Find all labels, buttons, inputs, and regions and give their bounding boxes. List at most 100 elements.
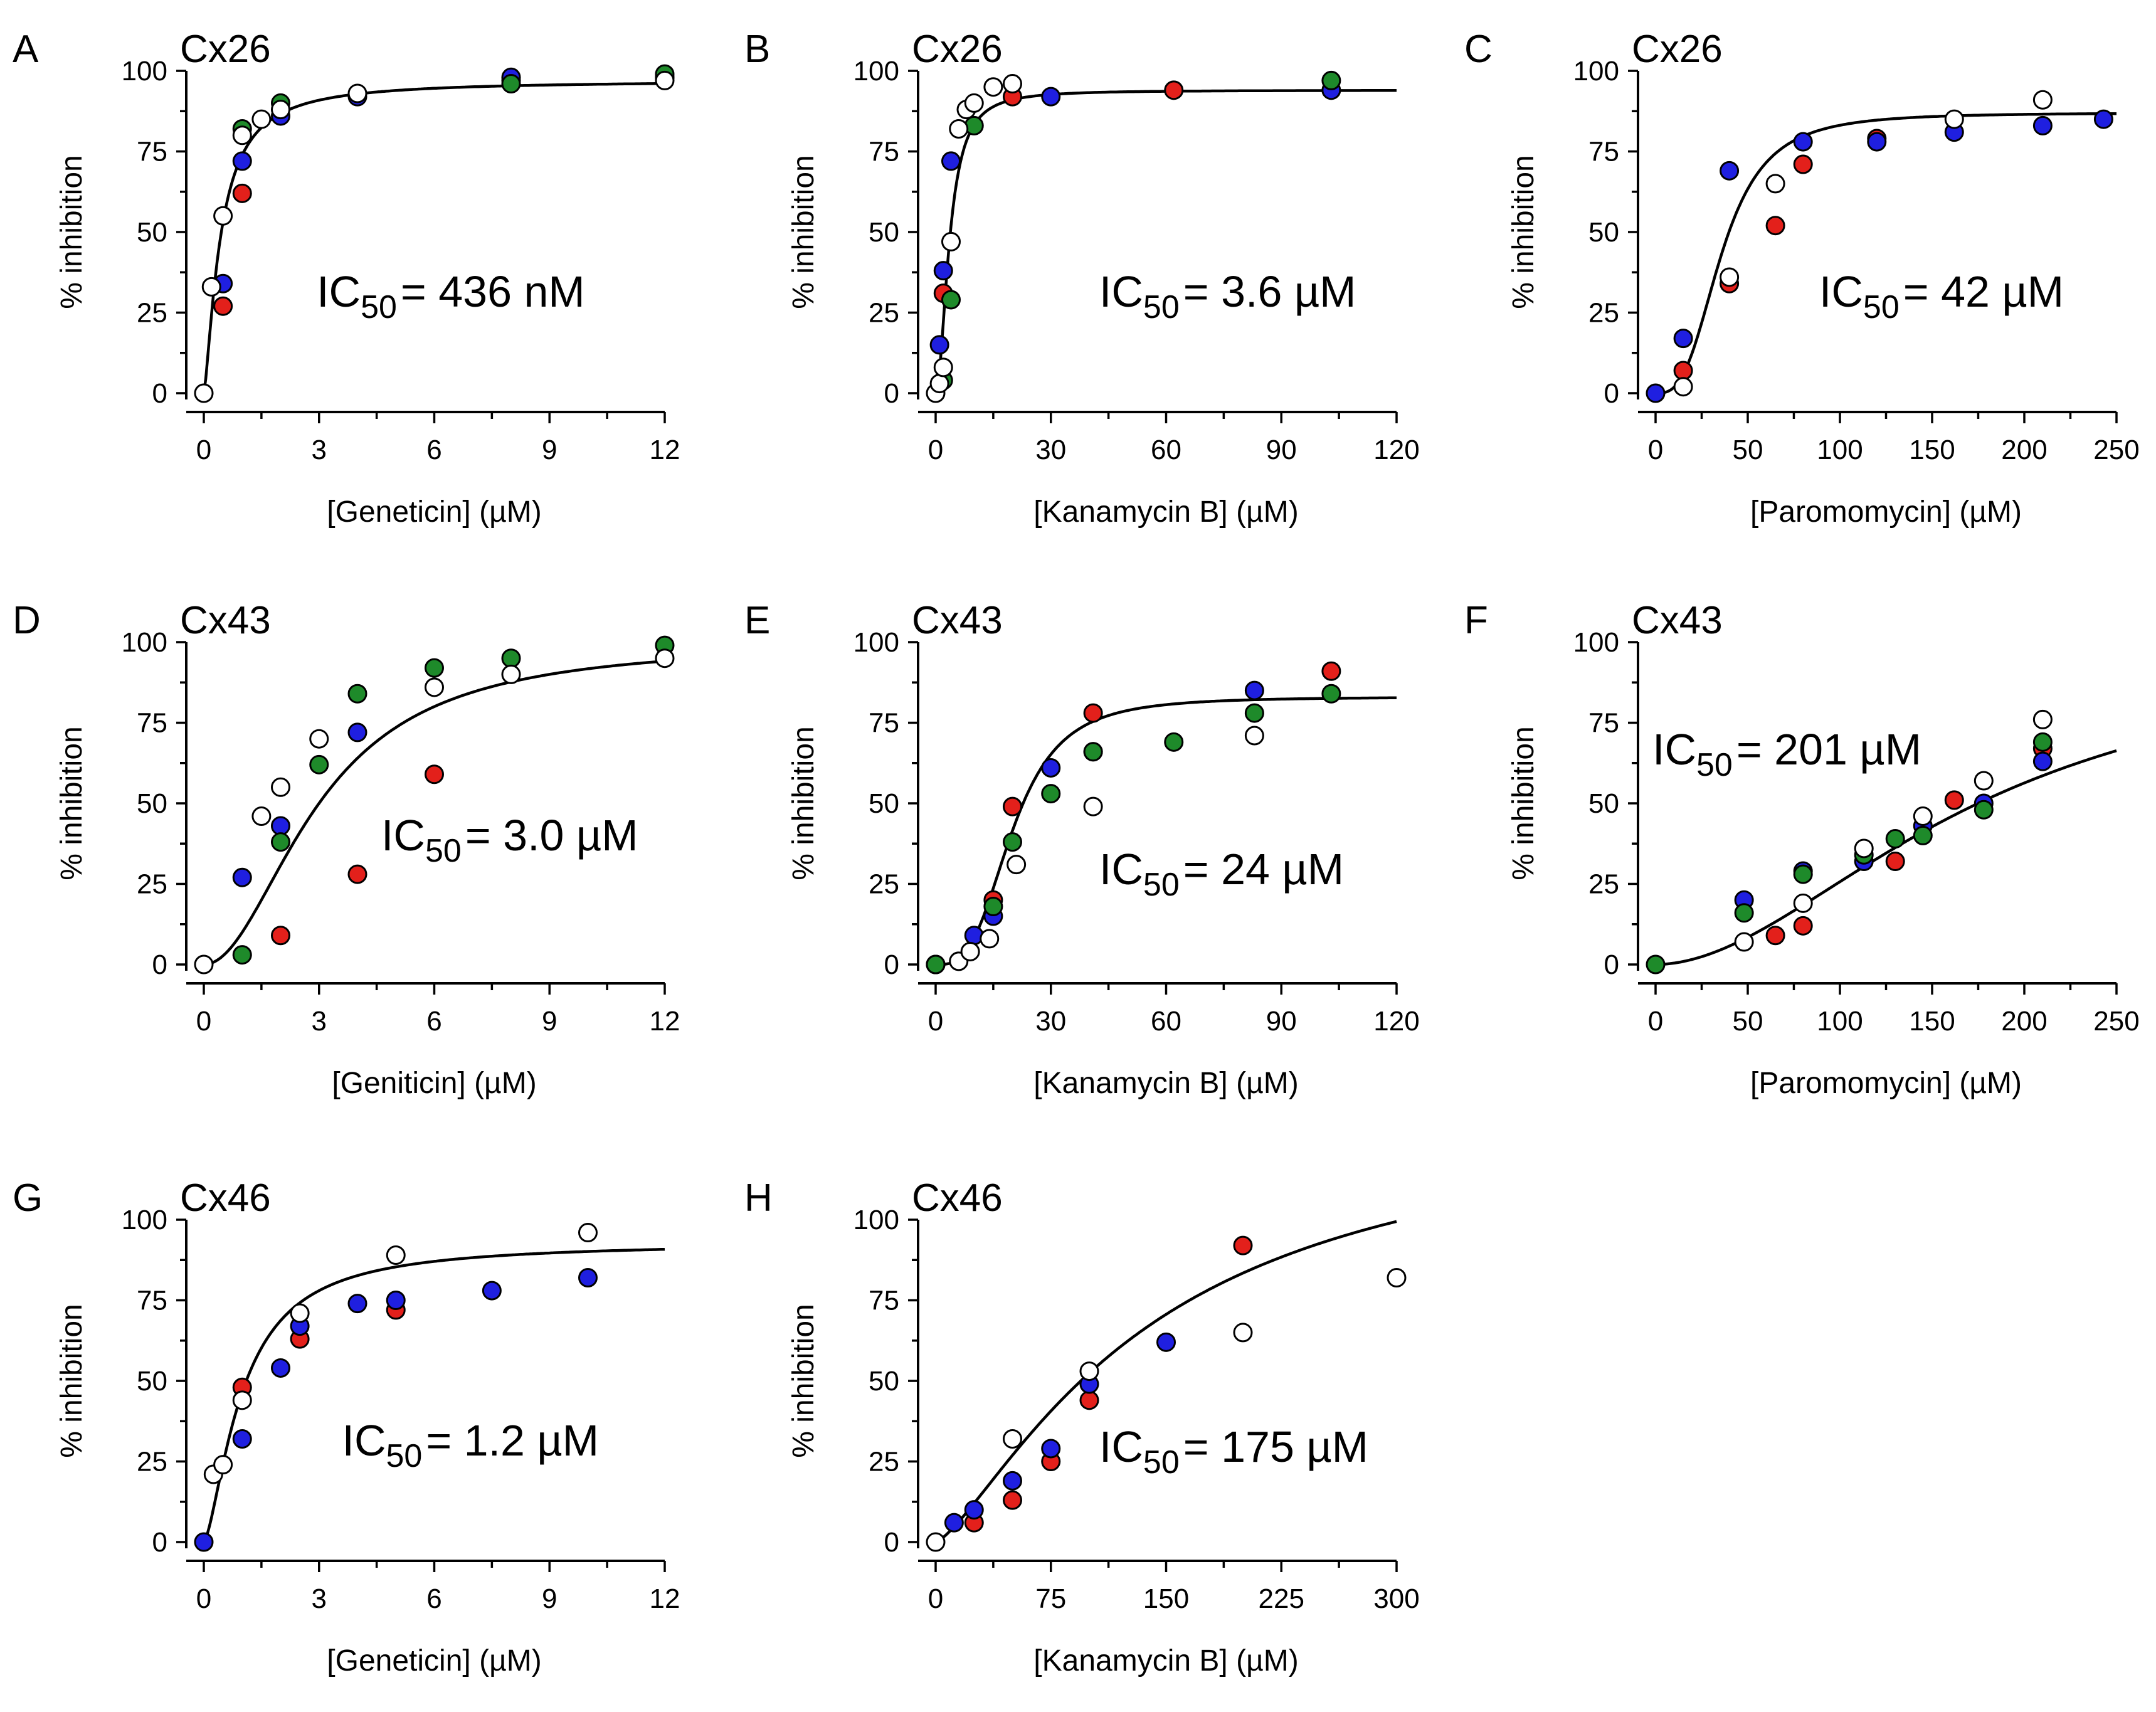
data-point-green — [1041, 784, 1061, 804]
y-tick-label: 50 — [1588, 788, 1619, 819]
data-point-white — [964, 93, 984, 113]
data-point-green — [271, 832, 290, 852]
ic50-prefix: IC — [1819, 267, 1863, 316]
panel-letter: B — [744, 28, 770, 71]
ic50-value: = 3.6 µM — [1183, 267, 1356, 316]
data-point-white — [1734, 932, 1754, 952]
y-axis-title: % inhibition — [55, 726, 88, 880]
data-point-white — [251, 806, 272, 827]
ic50-subscript: 50 — [1696, 747, 1733, 783]
x-tick-label: 50 — [1733, 435, 1763, 465]
y-tick-label: 100 — [1573, 627, 1619, 658]
x-tick-label: 75 — [1035, 1583, 1066, 1614]
ic50-annotation: IC50= 24 µM — [1099, 845, 1344, 903]
fit-curve — [203, 1247, 665, 1543]
x-tick-label: 0 — [928, 435, 943, 465]
data-point-white — [213, 1455, 233, 1475]
data-point-white — [983, 77, 1003, 97]
y-tick-label: 50 — [1588, 217, 1619, 248]
data-point-white — [1974, 771, 1994, 791]
data-point-red — [1003, 1490, 1022, 1510]
data-point-blue — [941, 151, 961, 171]
fit-curve — [202, 82, 665, 394]
data-point-blue — [2093, 109, 2113, 129]
data-point-white — [1244, 726, 1264, 746]
data-point-red — [1164, 80, 1184, 100]
x-tick-label: 0 — [196, 435, 211, 465]
data-point-white — [1720, 267, 1740, 287]
ic50-subscript: 50 — [361, 289, 397, 325]
y-tick-label: 100 — [853, 1205, 899, 1235]
y-tick-label: 25 — [869, 1447, 899, 1477]
x-axis-title: [Kanamycin B] (µM) — [1033, 495, 1298, 529]
x-tick-label: 0 — [196, 1006, 211, 1037]
x-tick-label: 150 — [1909, 1006, 1955, 1037]
data-point-white — [271, 100, 290, 120]
x-tick-label: 12 — [650, 435, 680, 465]
ic50-annotation: IC50= 3.0 µM — [381, 811, 638, 869]
data-point-blue — [194, 1532, 214, 1552]
fit-curve — [934, 89, 1397, 394]
ic50-prefix: IC — [1099, 267, 1143, 316]
data-point-white — [949, 119, 969, 139]
data-point-white — [194, 954, 214, 975]
data-point-white — [2032, 709, 2053, 729]
data-point-white — [926, 1532, 946, 1552]
ic50-prefix: IC — [1099, 1422, 1143, 1471]
x-tick-label: 200 — [2001, 435, 2047, 465]
ic50-subscript: 50 — [1143, 289, 1180, 325]
y-tick-label: 0 — [152, 949, 167, 980]
chart-title: Cx43 — [912, 599, 1003, 642]
ic50-prefix: IC — [1099, 845, 1143, 894]
x-tick-label: 90 — [1266, 435, 1297, 465]
y-tick-label: 50 — [869, 217, 899, 248]
data-point-green — [1003, 832, 1022, 852]
data-point-blue — [1720, 161, 1740, 181]
chart-title: Cx43 — [180, 599, 271, 642]
y-tick-label: 75 — [1588, 137, 1619, 167]
data-point-green — [1793, 864, 1813, 884]
data-point-blue — [933, 261, 953, 281]
data-point-red — [347, 864, 367, 884]
ic50-value: = 42 µM — [1903, 267, 2064, 316]
data-point-green — [232, 945, 252, 965]
panel-b: B Cx26 0 25 50 75 100 0 30 60 90 120 [Kanamycin B] (… — [744, 28, 1420, 529]
panel-g: G Cx46 0 25 50 75 100 0 3 6 9 12 [Geneticin] (µM) % i… — [13, 1176, 680, 1678]
chart-title: Cx46 — [912, 1176, 1003, 1220]
y-axis-title: % inhibition — [1507, 155, 1540, 309]
data-point-white — [1007, 855, 1027, 875]
x-tick-label: 150 — [1143, 1583, 1189, 1614]
data-point-green — [983, 896, 1003, 916]
panel-letter: G — [13, 1176, 43, 1220]
panel-e: E Cx43 0 25 50 75 100 0 30 60 90 120 [Kanamycin B] (… — [744, 599, 1420, 1100]
data-point-white — [1765, 174, 1785, 194]
y-tick-label: 25 — [1588, 869, 1619, 900]
data-point-white — [1083, 796, 1103, 816]
data-point-white — [194, 383, 214, 403]
y-tick-label: 0 — [152, 378, 167, 409]
data-point-blue — [929, 335, 949, 355]
ic50-subscript: 50 — [386, 1438, 423, 1474]
data-point-white — [1944, 109, 1964, 129]
data-point-white — [232, 125, 252, 145]
x-tick-label: 100 — [1817, 1006, 1863, 1037]
data-point-blue — [964, 1500, 984, 1520]
y-tick-label: 0 — [884, 949, 899, 980]
data-point-white — [933, 357, 953, 378]
x-tick-label: 12 — [650, 1006, 680, 1037]
y-tick-label: 100 — [122, 56, 167, 87]
data-point-white — [213, 206, 233, 226]
x-tick-label: 0 — [1648, 435, 1663, 465]
data-point-white — [290, 1303, 310, 1323]
panel-c: C Cx26 0 25 50 75 100 0 50 100 150 200 250 [Paromomyc… — [1464, 28, 2140, 529]
data-point-blue — [1156, 1332, 1176, 1352]
data-point-white — [655, 648, 675, 668]
data-point-white — [1854, 838, 1874, 859]
ic50-annotation: IC50= 201 µM — [1652, 725, 1921, 783]
x-tick-label: 120 — [1373, 435, 1419, 465]
data-point-green — [347, 684, 367, 704]
y-axis-title: % inhibition — [787, 1304, 820, 1457]
data-point-green — [926, 954, 946, 975]
panel-d: D Cx43 0 25 50 75 100 0 3 6 9 12 [Geniticin] (µM) % i… — [13, 599, 680, 1100]
data-point-white — [1673, 377, 1693, 397]
